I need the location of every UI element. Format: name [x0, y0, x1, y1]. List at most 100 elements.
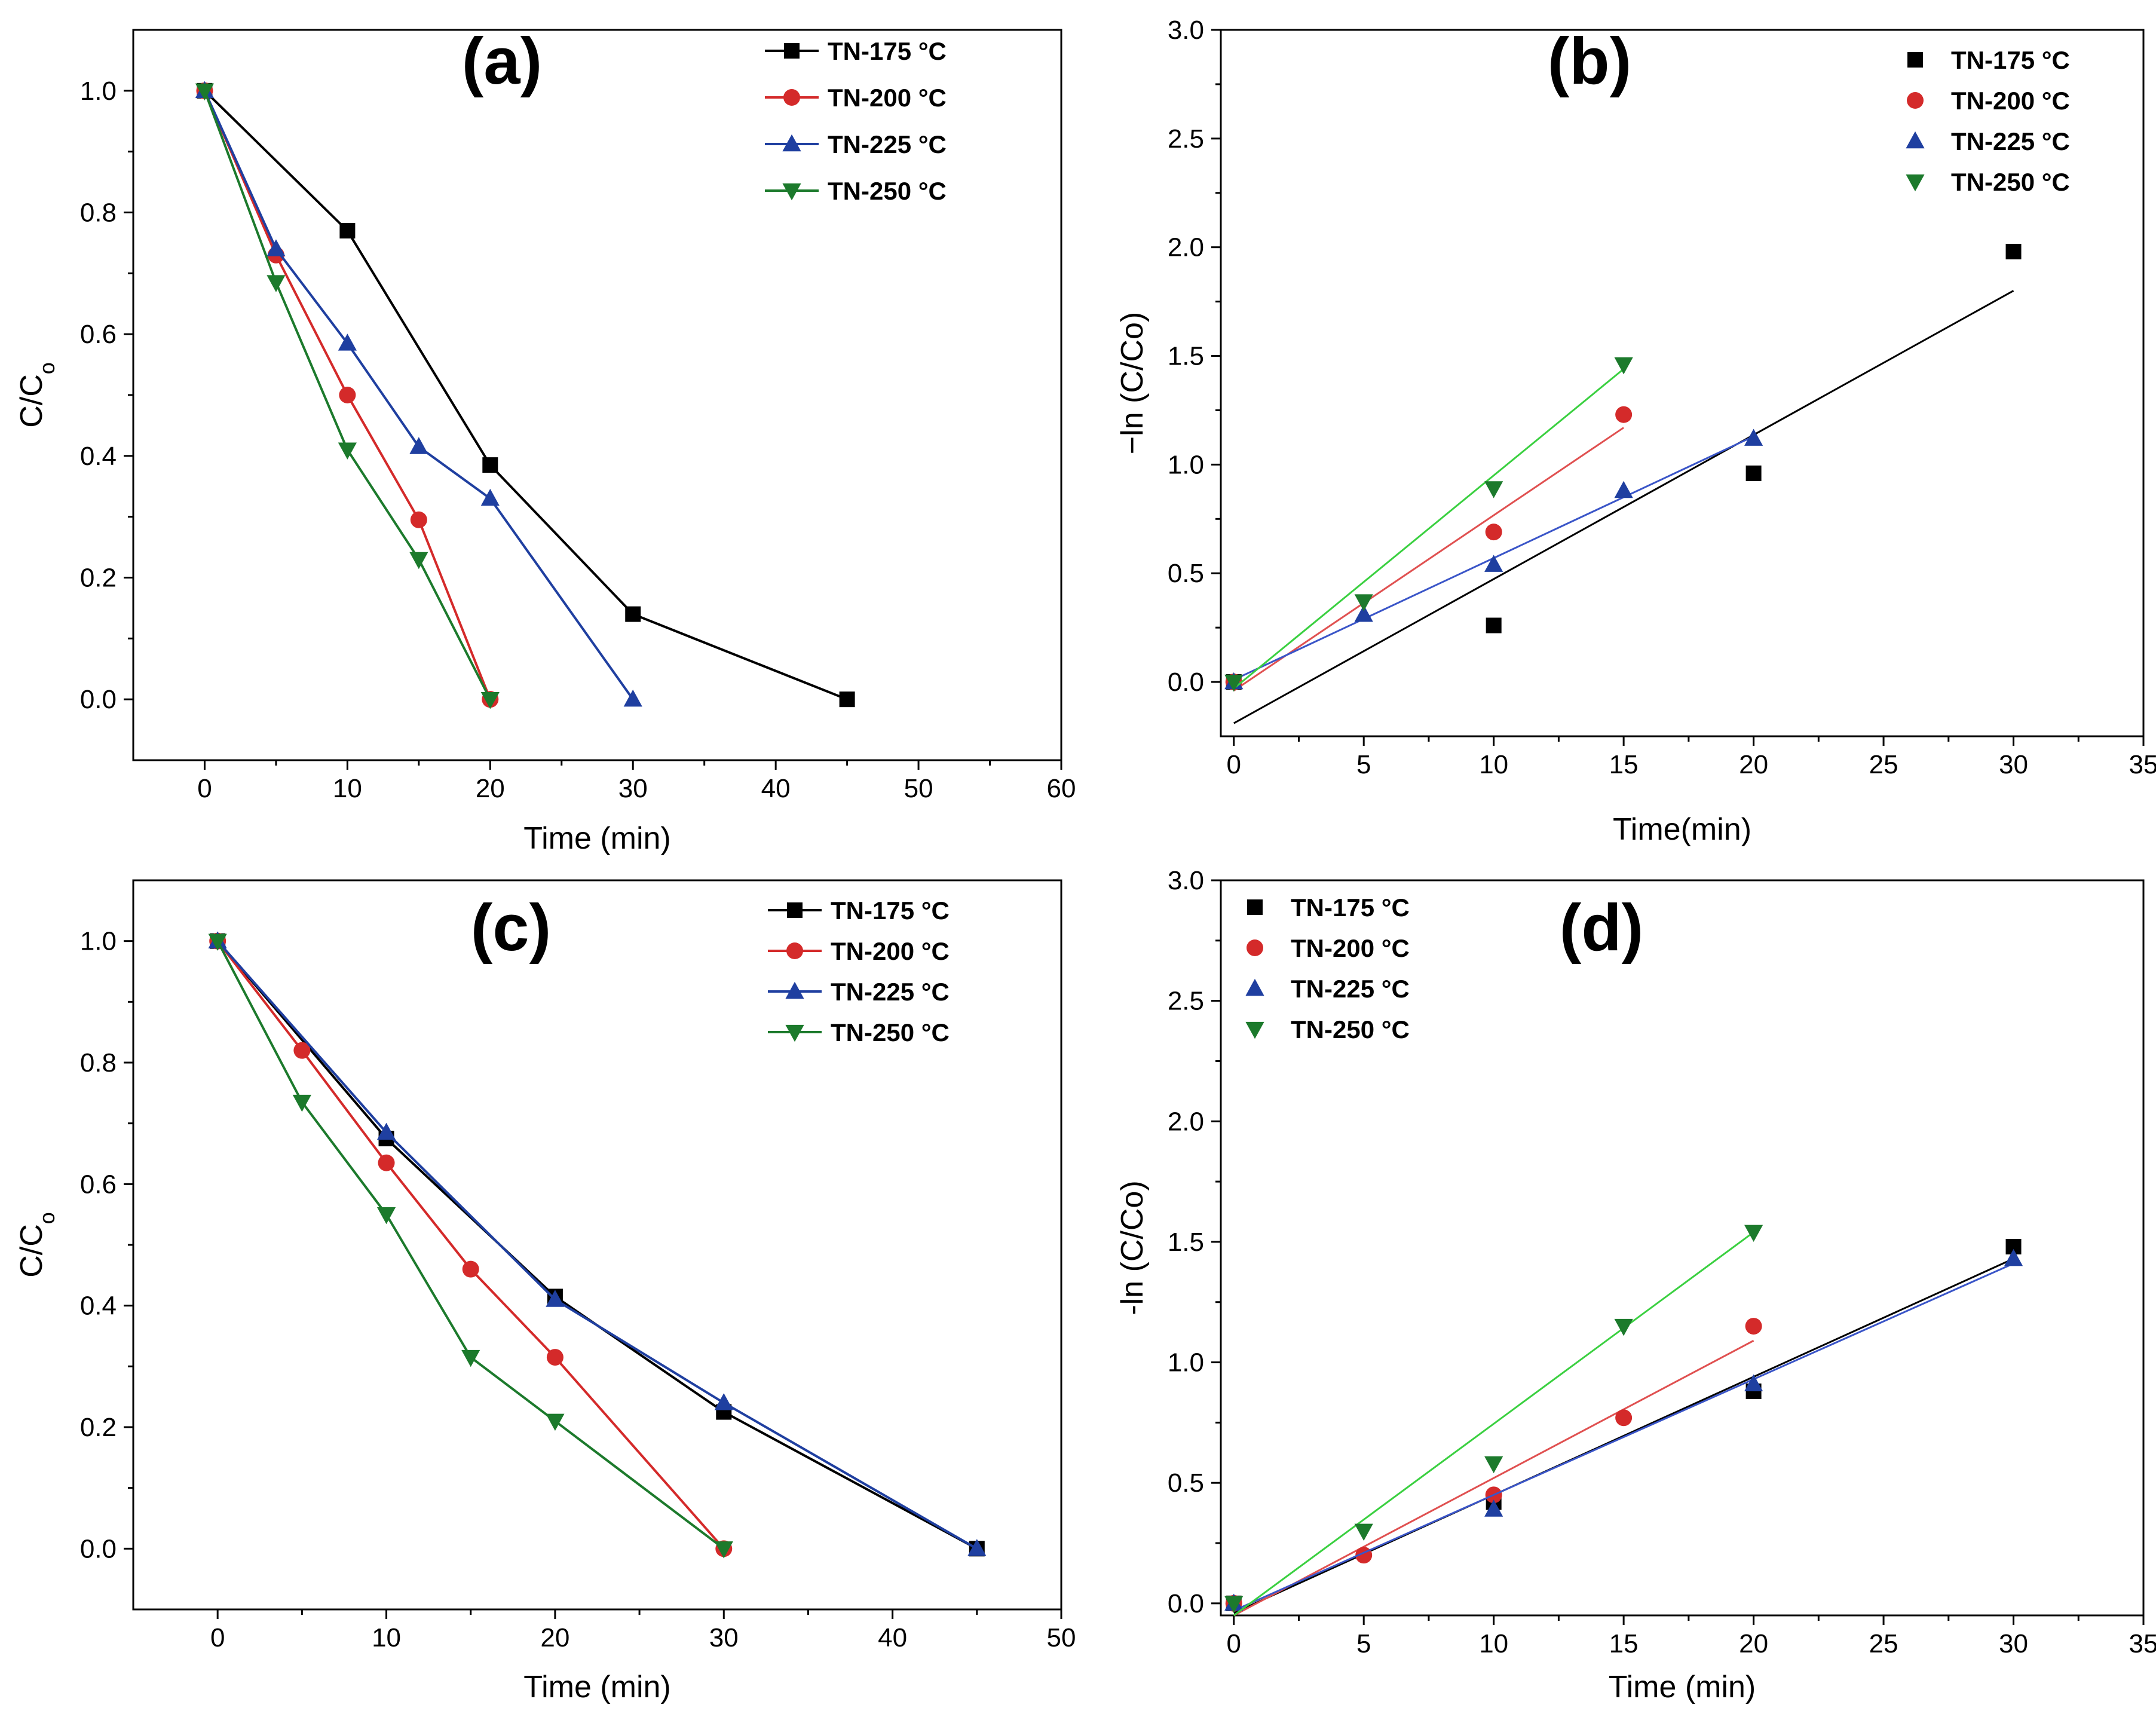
x-tick-label: 40	[761, 774, 791, 803]
x-tick-label: 20	[1739, 750, 1768, 779]
y-tick-label: 1.0	[80, 927, 117, 956]
x-tick-label: 20	[476, 774, 505, 803]
legend-marker	[1245, 978, 1264, 996]
y-tick-label: 0.0	[1168, 1589, 1204, 1618]
data-point	[714, 1541, 733, 1559]
data-point	[1224, 1596, 1244, 1614]
legend-label: TN-250 °C	[828, 177, 947, 205]
y-tick-label: 0.5	[1168, 1468, 1204, 1498]
legend-label: TN-225 °C	[1291, 975, 1410, 1003]
legend-label: TN-175 °C	[831, 896, 950, 925]
y-tick-label: 0.5	[1168, 559, 1204, 588]
series-line	[203, 90, 634, 700]
data-point	[293, 1042, 311, 1059]
x-tick-label: 0	[1227, 1629, 1241, 1658]
fit-line	[1233, 368, 1625, 690]
data-point	[292, 1094, 311, 1112]
legend-marker	[1906, 174, 1925, 192]
data-point	[1744, 1374, 1763, 1392]
x-tick-label: 35	[2129, 750, 2156, 779]
fit-line	[1233, 1257, 2014, 1614]
data-point	[339, 387, 356, 403]
x-tick-label: 20	[1739, 1629, 1768, 1658]
legend-marker	[1907, 92, 1924, 109]
y-tick-label: 1.0	[1168, 450, 1204, 479]
legend-label: TN-200 °C	[1291, 934, 1410, 962]
data-point	[839, 691, 855, 708]
y-tick-label: 1.0	[80, 76, 117, 106]
legend-marker	[783, 89, 800, 106]
x-tick-label: 30	[709, 1623, 739, 1652]
panel-label: (c)	[471, 891, 551, 965]
data-point	[480, 488, 500, 506]
data-point	[409, 552, 428, 570]
y-axis-title: C/Co	[14, 1212, 59, 1278]
data-point	[1354, 594, 1373, 611]
data-point	[1615, 406, 1633, 423]
data-point	[1484, 1456, 1503, 1474]
x-tick-label: 50	[904, 774, 933, 803]
x-tick-label: 20	[540, 1623, 569, 1652]
x-tick-label: 25	[1869, 750, 1898, 779]
data-point	[714, 1393, 733, 1410]
legend-label: TN-250 °C	[1951, 168, 2070, 196]
data-point	[1745, 1318, 1762, 1335]
x-tick-label: 50	[1047, 1623, 1076, 1652]
fit-line	[1233, 1231, 1754, 1617]
y-tick-label: 0.0	[80, 1534, 117, 1563]
y-axis-title: -ln (C/Co)	[1115, 1180, 1150, 1315]
data-point	[208, 934, 227, 951]
y-tick-label: 0.2	[80, 564, 117, 593]
y-tick-label: 0.0	[80, 685, 117, 714]
data-point	[378, 1154, 395, 1171]
data-point	[2005, 243, 2022, 259]
legend-label: TN-200 °C	[1951, 87, 2070, 115]
x-tick-label: 5	[1356, 1629, 1371, 1658]
x-tick-label: 35	[2129, 1629, 2156, 1658]
series-line	[204, 90, 848, 701]
x-tick-label: 25	[1869, 1629, 1898, 1658]
y-axis-title-subscript: o	[35, 362, 59, 374]
legend-marker	[1907, 52, 1923, 68]
data-point	[410, 511, 427, 528]
fit-line	[1233, 427, 1624, 691]
data-point	[480, 691, 500, 709]
legend-marker	[784, 43, 800, 59]
x-tick-label: 10	[1479, 750, 1508, 779]
data-point	[623, 689, 642, 707]
data-point	[376, 1122, 396, 1140]
legend-label: TN-175 °C	[828, 37, 947, 65]
data-point	[1484, 555, 1503, 572]
panel-label: (a)	[462, 25, 542, 98]
x-tick-label: 30	[1999, 750, 2028, 779]
x-tick-label: 0	[210, 1623, 225, 1652]
x-tick-label: 15	[1609, 1629, 1639, 1658]
y-tick-label: 2.5	[1168, 987, 1204, 1016]
data-point	[546, 1349, 564, 1366]
data-point	[625, 606, 641, 622]
legend-marker	[787, 902, 803, 918]
data-point	[1484, 1499, 1503, 1517]
x-tick-label: 10	[1479, 1629, 1508, 1658]
y-tick-label: 0.8	[80, 1048, 117, 1078]
data-point	[1354, 1523, 1373, 1541]
data-point	[461, 1349, 480, 1367]
legend-label: TN-225 °C	[828, 130, 947, 158]
x-axis-title: Time(min)	[1613, 812, 1751, 847]
data-point	[1615, 1409, 1633, 1427]
y-tick-label: 0.4	[80, 442, 117, 471]
x-tick-label: 30	[1999, 1629, 2028, 1658]
data-point	[1614, 357, 1633, 375]
series-line	[216, 940, 725, 1550]
panel-label: (b)	[1548, 25, 1631, 98]
chart-panel-d: 0 5 10 15 20 25 30 35 0.0 0.5 1.0 1.5 2.0 2.5 3.0 Time …	[1115, 866, 2156, 1704]
x-tick-label: 10	[372, 1623, 401, 1652]
x-tick-label: 60	[1047, 774, 1076, 803]
y-tick-label: 1.0	[1168, 1348, 1204, 1378]
legend-label: TN-200 °C	[828, 84, 947, 112]
legend-label: TN-250 °C	[1291, 1015, 1410, 1043]
x-tick-label: 40	[878, 1623, 907, 1652]
legend-marker	[1245, 1021, 1264, 1039]
y-tick-label: 0.8	[80, 198, 117, 228]
